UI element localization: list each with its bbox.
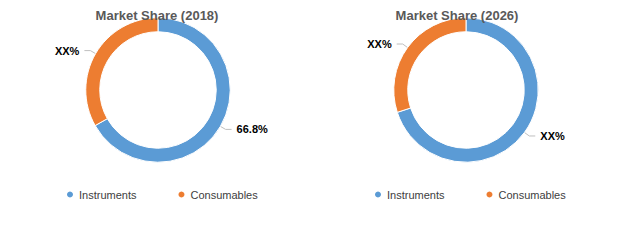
svg-text:Instruments: Instruments — [79, 189, 137, 201]
svg-text:XX%: XX% — [540, 130, 565, 142]
svg-text:XX%: XX% — [367, 38, 392, 50]
svg-text:Instruments: Instruments — [387, 189, 445, 201]
svg-text:Market Share (2018): Market Share (2018) — [96, 8, 219, 23]
svg-text:XX%: XX% — [55, 45, 80, 57]
svg-text:66.8%: 66.8% — [237, 123, 268, 135]
svg-text:Market Share (2026): Market Share (2026) — [396, 8, 519, 23]
svg-text:Consumables: Consumables — [498, 189, 566, 201]
svg-text:Consumables: Consumables — [190, 189, 258, 201]
